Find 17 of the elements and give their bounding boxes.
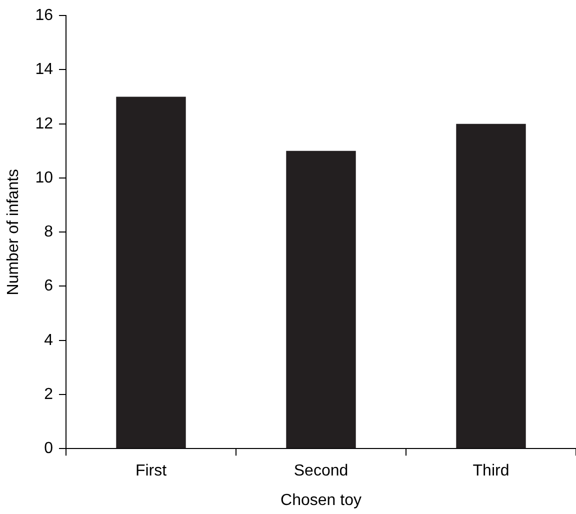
y-axis-title: Number of infants [5,168,22,296]
bar [456,124,526,448]
y-tick-label: 8 [44,224,54,241]
y-tick-label: 10 [35,169,54,186]
y-tick-label: 2 [44,386,54,403]
x-tick-label: First [135,462,168,480]
y-tick-label: 6 [44,278,54,295]
y-tick-label: 16 [35,7,54,24]
x-tick-label: Second [294,462,348,480]
y-tick-label: 12 [35,115,54,132]
y-tick-label: 0 [44,440,54,458]
y-tick-label: 14 [35,61,54,78]
x-axis-title: Chosen toy [280,492,362,509]
x-tick-label: Third [472,462,510,480]
bar [116,96,186,448]
y-tick-label: 4 [44,332,54,349]
bar [286,150,356,448]
